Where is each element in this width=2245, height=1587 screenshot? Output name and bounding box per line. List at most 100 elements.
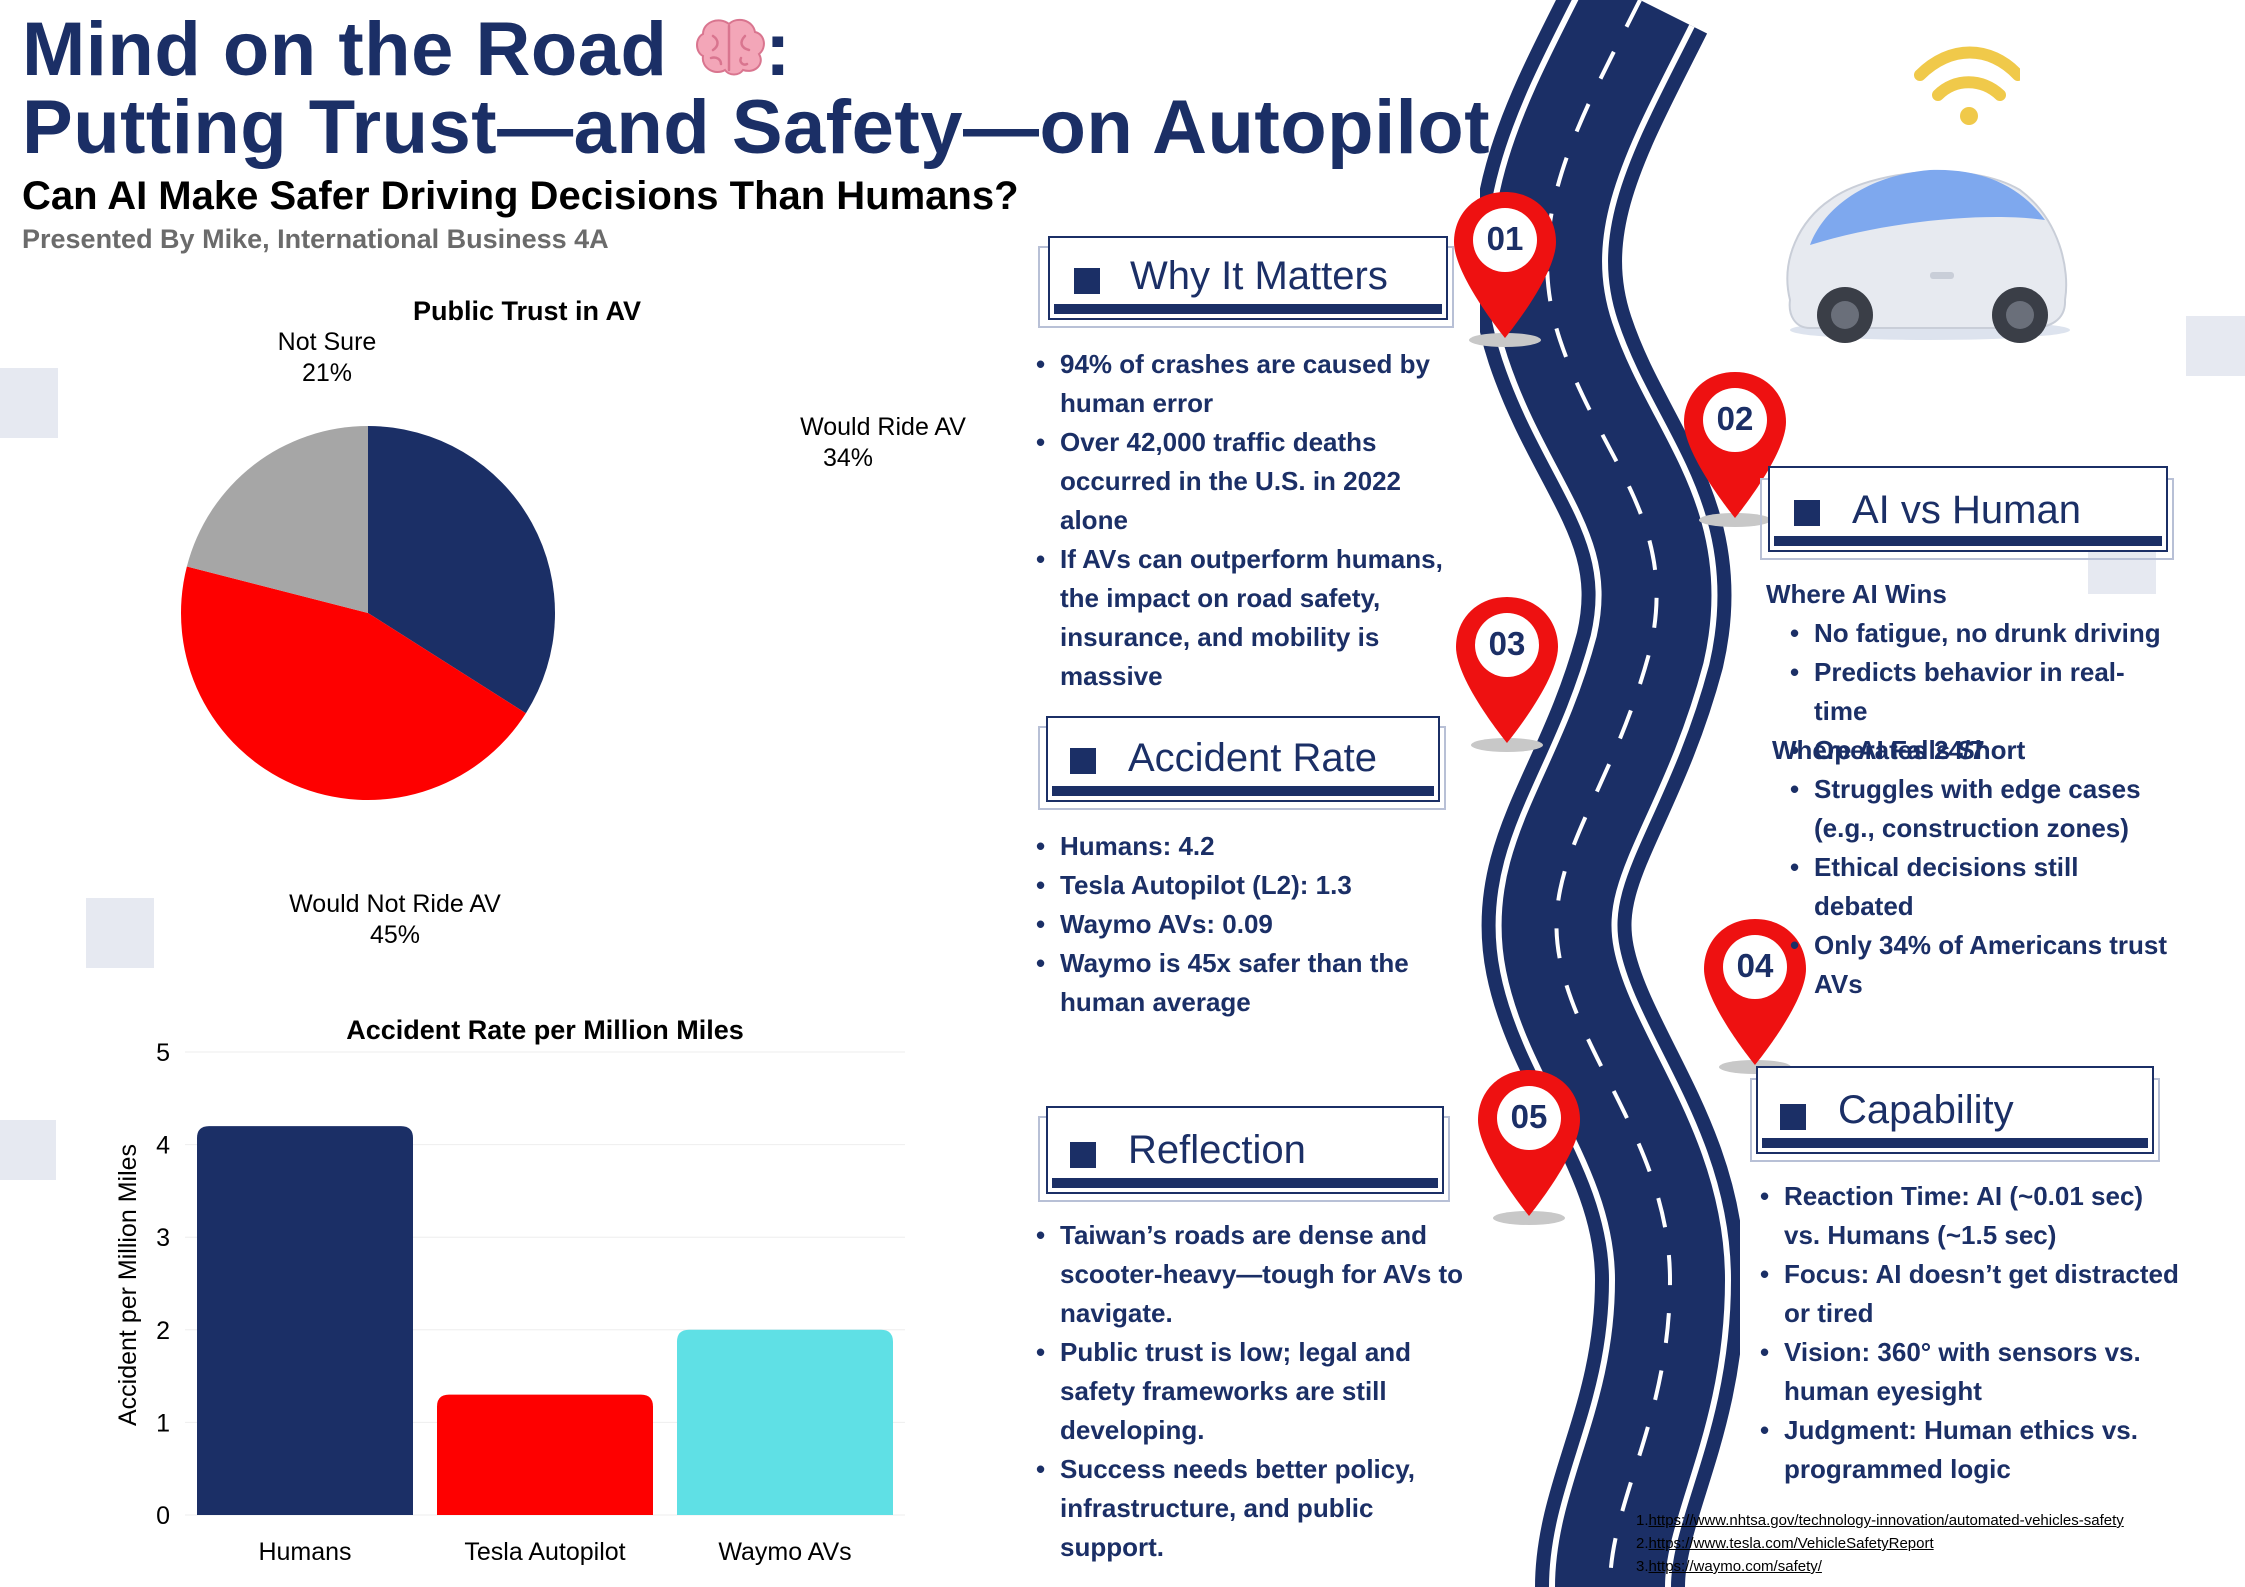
decorative-square (2186, 316, 2245, 376)
y-tick-label: 1 (156, 1409, 170, 1437)
reference-link[interactable]: https://waymo.com/safety/ (1648, 1558, 1822, 1575)
why-it-matters-list: 94% of crashes are caused by human error… (1036, 345, 1466, 696)
list-item: Focus: AI doesn’t get distracted or tire… (1760, 1255, 2180, 1333)
pie-slice-would-not-ride-av (181, 566, 526, 800)
pie-slice-not-sure (186, 426, 368, 613)
pin-number-03: 03 (1488, 625, 1526, 662)
pin-number-02: 02 (1716, 400, 1754, 437)
list-item: Only 34% of Americans trust AVs (1790, 926, 2170, 1004)
map-pin-icon: 03 (1452, 595, 1562, 760)
x-category-label: Humans (258, 1538, 351, 1566)
title-text-1: Mind on the Road (22, 7, 668, 92)
list-item: Public trust is low; legal and safety fr… (1036, 1333, 1476, 1450)
section-title: AI vs Human (1852, 488, 2081, 532)
x-category-label: Waymo AVs (718, 1538, 851, 1566)
header-square-icon (1070, 1142, 1096, 1168)
presenter-line: Presented By Mike, International Busines… (22, 224, 609, 254)
bar-waymo-avs (677, 1329, 893, 1515)
pie-chart-title: Public Trust in AV (413, 296, 641, 326)
header-square-icon (1794, 500, 1820, 526)
header-underline (1054, 304, 1442, 314)
section-header-reflection: Reflection (1046, 1106, 1444, 1194)
map-pin-icon: 01 (1450, 190, 1560, 355)
pie-chart: Public Trust in AV Would Ride AV 34% Wou… (181, 296, 966, 949)
x-category-label: Tesla Autopilot (464, 1538, 625, 1566)
reference-link[interactable]: https://www.tesla.com/VehicleSafetyRepor… (1648, 1535, 1934, 1552)
list-item: No fatigue, no drunk driving (1790, 614, 2170, 653)
pie-value-would-ride: 34% (823, 444, 873, 472)
road-illustration (1480, 0, 1740, 1587)
where-ai-falls-short-list: Struggles with edge cases (e.g., constru… (1790, 770, 2170, 1004)
subtitle: Can AI Make Safer Driving Decisions Than… (22, 174, 1019, 218)
list-item: 94% of crashes are caused by human error (1036, 345, 1466, 423)
header-underline (1762, 1138, 2148, 1148)
section-title: Accident Rate (1128, 736, 1378, 780)
section-header-capability: Capability (1756, 1066, 2154, 1154)
list-item: Reaction Time: AI (~0.01 sec) vs. Humans… (1760, 1177, 2180, 1255)
section-header-accident-rate: Accident Rate (1046, 716, 1440, 802)
list-item: Ethical decisions still debated (1790, 848, 2170, 926)
reference-item: 1.https://www.nhtsa.gov/technology-innov… (1636, 1512, 2124, 1529)
self-driving-car-icon (1786, 169, 2070, 343)
title-line-1: Mind on the Road : (22, 10, 791, 95)
bar-chart-y-axis-label: Accident per Million Miles (114, 1144, 142, 1426)
list-item: If AVs can outperform humans, the impact… (1036, 540, 1466, 696)
list-item: Taiwan’s roads are dense and scooter-hea… (1036, 1216, 1476, 1333)
section-title: Why It Matters (1130, 254, 1388, 298)
list-item: Vision: 360° with sensors vs. human eyes… (1760, 1333, 2180, 1411)
decorative-square (0, 368, 58, 438)
capability-list: Reaction Time: AI (~0.01 sec) vs. Humans… (1760, 1177, 2180, 1489)
list-item: Over 42,000 traffic deaths occurred in t… (1036, 423, 1466, 540)
header-square-icon (1070, 748, 1096, 774)
list-item: Humans: 4.2 (1036, 827, 1456, 866)
bar-tesla-autopilot (437, 1394, 653, 1515)
where-ai-falls-short-heading: Where AI Falls Short (1772, 735, 2026, 765)
decorative-square (86, 898, 154, 968)
header-underline (1052, 1178, 1438, 1188)
accident-rate-list: Humans: 4.2 Tesla Autopilot (L2): 1.3 Wa… (1036, 827, 1456, 1022)
header-square-icon (1074, 268, 1100, 294)
where-ai-wins-heading: Where AI Wins (1766, 579, 1947, 609)
list-item: Success needs better policy, infrastruct… (1036, 1450, 1476, 1567)
pie-label-not-sure: Not Sure (278, 328, 377, 356)
bar-chart-title: Accident Rate per Million Miles (346, 1015, 744, 1045)
header-underline (1774, 536, 2162, 546)
bar-humans (197, 1126, 413, 1515)
map-pin-icon: 05 (1474, 1068, 1584, 1233)
section-header-why-it-matters: Why It Matters (1048, 236, 1448, 320)
y-tick-label: 4 (156, 1132, 170, 1160)
pin-number-04: 04 (1736, 947, 1774, 984)
bar-chart: Accident Rate per Million Miles Accident… (114, 1015, 905, 1566)
references: 1.https://www.nhtsa.gov/technology-innov… (1636, 1509, 2124, 1578)
reference-item: 2.https://www.tesla.com/VehicleSafetyRep… (1636, 1535, 1934, 1552)
section-title: Reflection (1128, 1128, 1306, 1172)
header-square-icon (1780, 1104, 1806, 1130)
y-tick-label: 5 (156, 1039, 170, 1067)
brain-icon (695, 15, 765, 95)
section-title: Capability (1838, 1088, 2014, 1132)
list-item: Predicts behavior in real-time (1790, 653, 2170, 731)
pie-slice-would-ride-av (368, 426, 555, 714)
pin-number-01: 01 (1486, 220, 1524, 257)
y-tick-label: 2 (156, 1317, 170, 1345)
list-item: Judgment: Human ethics vs. programmed lo… (1760, 1411, 2180, 1489)
list-item: Tesla Autopilot (L2): 1.3 (1036, 866, 1456, 905)
list-item: Waymo AVs: 0.09 (1036, 905, 1456, 944)
reference-link[interactable]: https://www.nhtsa.gov/technology-innovat… (1648, 1512, 2124, 1529)
section-header-ai-vs-human: AI vs Human (1768, 466, 2168, 552)
pie-value-not-sure: 21% (302, 359, 352, 387)
y-tick-label: 3 (156, 1224, 170, 1252)
pie-label-would-ride: Would Ride AV (800, 413, 966, 441)
reference-item: 3.https://waymo.com/safety/ (1636, 1558, 1822, 1575)
map-pin-icon: 04 (1700, 917, 1810, 1082)
wifi-signal-icon (1914, 46, 2020, 125)
pie-value-would-not-ride: 45% (370, 921, 420, 949)
decorative-square (0, 1120, 56, 1180)
pie-label-would-not-ride: Would Not Ride AV (289, 890, 501, 918)
list-item: Waymo is 45x safer than the human averag… (1036, 944, 1456, 1022)
list-item: Struggles with edge cases (e.g., constru… (1790, 770, 2170, 848)
where-ai-wins-list: No fatigue, no drunk driving Predicts be… (1790, 614, 2170, 770)
y-tick-label: 0 (156, 1502, 170, 1530)
header-underline (1052, 786, 1434, 796)
list-item: Operates 24/7 (1790, 731, 2170, 770)
